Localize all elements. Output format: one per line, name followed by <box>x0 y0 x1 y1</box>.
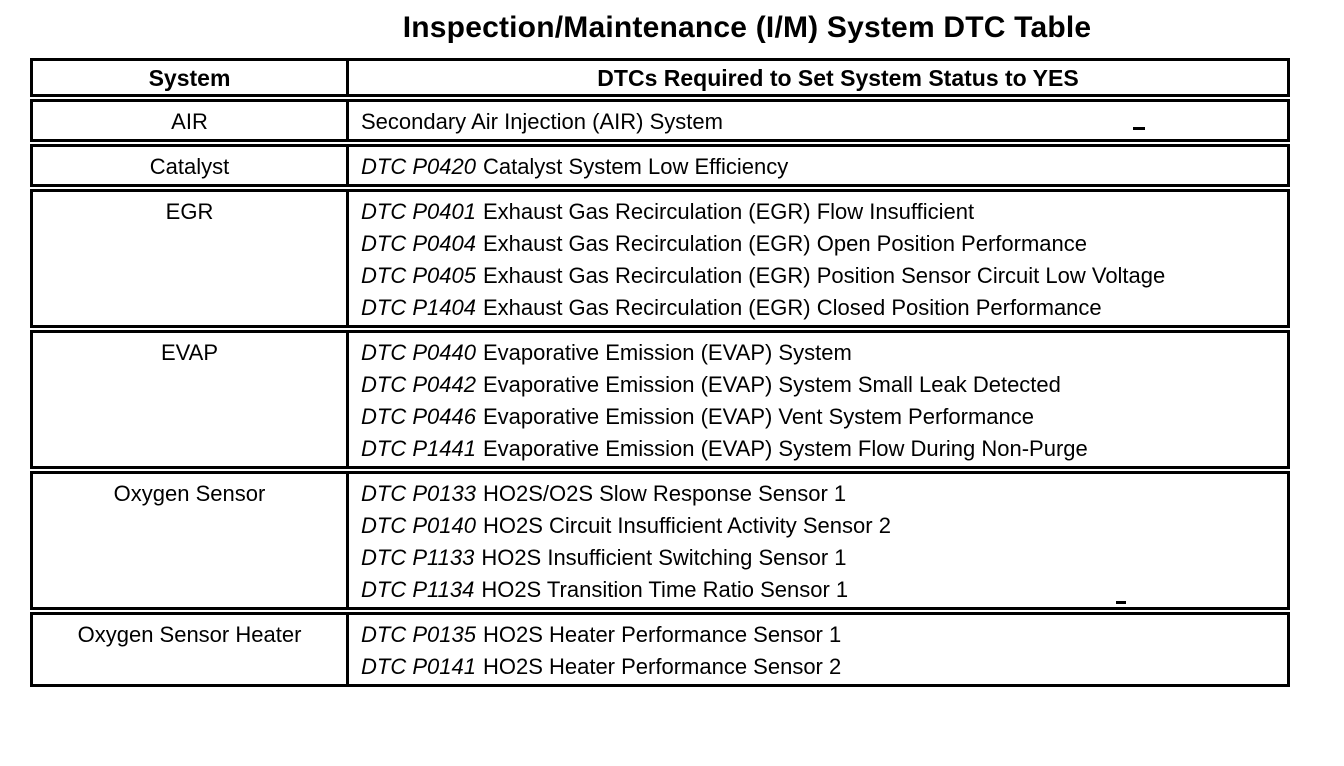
dtc-description: HO2S/O2S Slow Response Sensor 1 <box>482 481 847 506</box>
table-row-oxygen-sensor: Oxygen Sensor DTC P0133 HO2S/O2S Slow Res… <box>30 471 1290 610</box>
dtc-cell: DTC P0133 HO2S/O2S Slow Response Sensor 1… <box>349 474 1287 607</box>
dtc-cell: DTC P0420 Catalyst System Low Efficiency <box>349 147 1287 184</box>
table-row-air: AIR Secondary Air Injection (AIR) System <box>30 99 1290 142</box>
dtc-entry: DTC P0405 Exhaust Gas Recirculation (EGR)… <box>361 262 1217 289</box>
system-cell: Oxygen Sensor <box>33 474 349 607</box>
dtc-code: DTC P0133 <box>361 481 476 506</box>
dtc-code: DTC P0140 <box>361 513 476 538</box>
dtc-code: DTC P0401 <box>361 199 476 224</box>
dtc-description: HO2S Heater Performance Sensor 2 <box>482 654 842 679</box>
dtc-code: DTC P0442 <box>361 372 476 397</box>
dtc-description: HO2S Insufficient Switching Sensor 1 <box>481 545 847 570</box>
dtc-entry: DTC P0140 HO2S Circuit Insufficient Activ… <box>361 512 1217 539</box>
dtc-description: HO2S Circuit Insufficient Activity Senso… <box>482 513 891 538</box>
dtc-description: Exhaust Gas Recirculation (EGR) Position… <box>482 263 1166 288</box>
dtc-entry: DTC P0135 HO2S Heater Performance Sensor … <box>361 621 1217 648</box>
table-row-egr: EGR DTC P0401 Exhaust Gas Recirculation (… <box>30 189 1290 328</box>
dtc-entry: DTC P0442 Evaporative Emission (EVAP) Sys… <box>361 371 1217 398</box>
dtc-entry: DTC P1404 Exhaust Gas Recirculation (EGR)… <box>361 294 1217 321</box>
dtc-code: DTC P0135 <box>361 622 476 647</box>
dtc-entry: DTC P0401 Exhaust Gas Recirculation (EGR)… <box>361 198 1217 225</box>
scan-artifact <box>1133 127 1145 130</box>
dtc-cell: Secondary Air Injection (AIR) System <box>349 102 1287 139</box>
dtc-entry: DTC P0404 Exhaust Gas Recirculation (EGR)… <box>361 230 1217 257</box>
dtc-entry: Secondary Air Injection (AIR) System <box>361 108 1217 135</box>
dtc-description: Catalyst System Low Efficiency <box>482 154 789 179</box>
system-cell: AIR <box>33 102 349 139</box>
dtc-code: DTC P1441 <box>361 436 476 461</box>
dtc-cell: DTC P0135 HO2S Heater Performance Sensor … <box>349 615 1287 684</box>
page-title: Inspection/Maintenance (I/M) System DTC … <box>402 11 1092 44</box>
header-cell-dtcs: DTCs Required to Set System Status to YE… <box>597 65 1079 91</box>
dtc-code: DTC P1133 <box>361 545 475 570</box>
dtc-entry: DTC P0440 Evaporative Emission (EVAP) Sys… <box>361 339 1217 366</box>
system-cell: Catalyst <box>33 147 349 184</box>
system-cell: Oxygen Sensor Heater <box>33 615 349 684</box>
dtc-entry: DTC P1133 HO2S Insufficient Switching Sen… <box>361 544 1217 571</box>
dtc-description: Exhaust Gas Recirculation (EGR) Closed P… <box>482 295 1102 320</box>
dtc-entry: DTC P0446 Evaporative Emission (EVAP) Ven… <box>361 403 1217 430</box>
dtc-description: HO2S Transition Time Ratio Sensor 1 <box>481 577 849 602</box>
dtc-cell: DTC P0401 Exhaust Gas Recirculation (EGR)… <box>349 192 1287 325</box>
dtc-code: DTC P0141 <box>361 654 476 679</box>
dtc-entry: DTC P1134 HO2S Transition Time Ratio Sens… <box>361 576 1217 603</box>
table-row-oxygen-sensor-heater: Oxygen Sensor Heater DTC P0135 HO2S Heate… <box>30 612 1290 687</box>
dtc-code: DTC P0446 <box>361 404 476 429</box>
table-header-row: System DTCs Required to Set System Statu… <box>30 58 1290 97</box>
dtc-description: HO2S Heater Performance Sensor 1 <box>482 622 842 647</box>
dtc-description: Evaporative Emission (EVAP) System Flow … <box>482 436 1088 461</box>
dtc-cell: DTC P0440 Evaporative Emission (EVAP) Sys… <box>349 333 1287 466</box>
dtc-code: DTC P0440 <box>361 340 476 365</box>
header-cell-system: System <box>33 61 349 94</box>
dtc-code: DTC P0405 <box>361 263 476 288</box>
dtc-code: DTC P1134 <box>361 577 475 602</box>
dtc-entry: DTC P0420 Catalyst System Low Efficiency <box>361 153 1217 180</box>
scan-artifact <box>1116 601 1126 604</box>
dtc-table: System DTCs Required to Set System Statu… <box>30 58 1290 689</box>
dtc-description: Evaporative Emission (EVAP) System <box>482 340 852 365</box>
dtc-code: DTC P1404 <box>361 295 476 320</box>
dtc-code: DTC P0404 <box>361 231 476 256</box>
dtc-description: Evaporative Emission (EVAP) System Small… <box>482 372 1061 397</box>
dtc-entry: DTC P1441 Evaporative Emission (EVAP) Sys… <box>361 435 1217 462</box>
dtc-code: DTC P0420 <box>361 154 476 179</box>
table-row-evap: EVAP DTC P0440 Evaporative Emission (EVAP… <box>30 330 1290 469</box>
dtc-description: Exhaust Gas Recirculation (EGR) Open Pos… <box>482 231 1087 256</box>
system-cell: EGR <box>33 192 349 325</box>
dtc-description: Exhaust Gas Recirculation (EGR) Flow Ins… <box>482 199 975 224</box>
table-row-catalyst: Catalyst DTC P0420 Catalyst System Low Ef… <box>30 144 1290 187</box>
dtc-entry: DTC P0141 HO2S Heater Performance Sensor … <box>361 653 1217 680</box>
dtc-entry: DTC P0133 HO2S/O2S Slow Response Sensor 1 <box>361 480 1217 507</box>
system-cell: EVAP <box>33 333 349 466</box>
dtc-description: Evaporative Emission (EVAP) Vent System … <box>482 404 1034 429</box>
dtc-description: Secondary Air Injection (AIR) System <box>361 109 723 134</box>
